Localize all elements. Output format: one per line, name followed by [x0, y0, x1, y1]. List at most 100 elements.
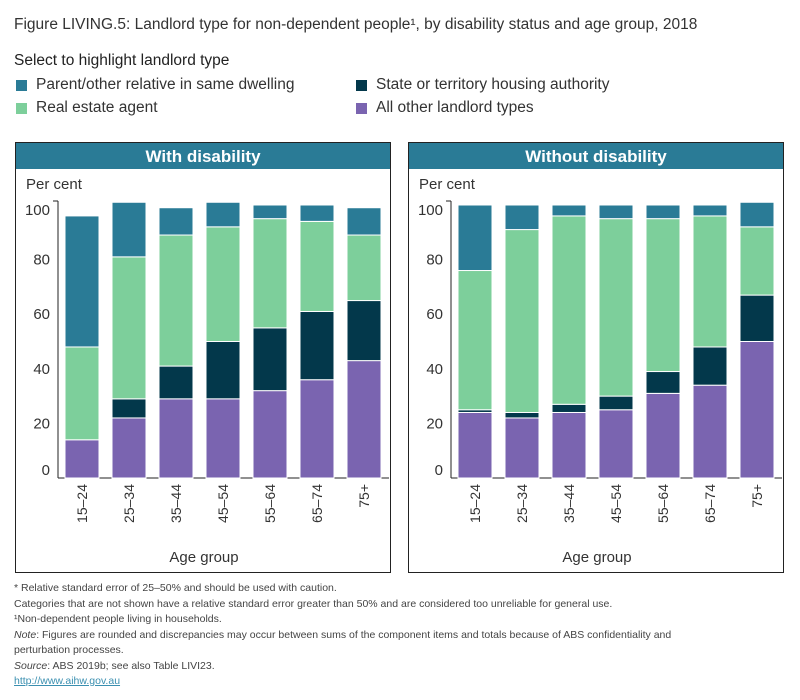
- bar-segment[interactable]: [739, 294, 775, 342]
- bar-segment[interactable]: [598, 204, 634, 220]
- bar-segment[interactable]: [739, 341, 775, 479]
- x-tick-label: 25–34: [121, 484, 137, 523]
- bar-segment[interactable]: [252, 390, 288, 479]
- figure-title: Figure LIVING.5: Landlord type for non-d…: [14, 16, 698, 33]
- y-tick-label: 20: [33, 415, 50, 432]
- x-tick-label: 75+: [356, 484, 372, 508]
- note-label: Note: [14, 629, 37, 641]
- legend-item-state-housing[interactable]: State or territory housing authority: [356, 76, 609, 94]
- bar-segment[interactable]: [457, 270, 493, 411]
- bar-segment[interactable]: [645, 392, 681, 479]
- footnote-categories: Categories that are not shown have a rel…: [14, 598, 613, 610]
- bar-segment[interactable]: [692, 346, 728, 386]
- legend-swatch: [16, 102, 27, 114]
- footnote-note-cont: perturbation processes.: [14, 644, 124, 656]
- y-tick-label: 0: [435, 462, 443, 479]
- bar-segment[interactable]: [551, 411, 587, 479]
- bar-segment[interactable]: [346, 207, 382, 236]
- legend-label: All other landlord types: [376, 99, 534, 116]
- bar-segment[interactable]: [158, 207, 194, 236]
- source-label: Source: [14, 660, 48, 672]
- bar-segment[interactable]: [598, 409, 634, 479]
- bar-segment[interactable]: [158, 398, 194, 479]
- bar-segment[interactable]: [111, 201, 147, 258]
- y-tick-label: 60: [426, 306, 443, 323]
- bar-segment[interactable]: [598, 395, 634, 411]
- legend-label: State or territory housing authority: [376, 76, 610, 93]
- y-tick-label: 40: [426, 361, 443, 378]
- x-tick-label: 15–24: [74, 484, 90, 523]
- legend-item-other-landlord[interactable]: All other landlord types: [356, 99, 534, 117]
- footnote-link-wrap: http://www.aihw.gov.au: [14, 675, 120, 688]
- bar-segment[interactable]: [299, 310, 335, 381]
- bar-segment[interactable]: [205, 398, 241, 479]
- y-tick-label: 60: [33, 306, 50, 323]
- bar-segment[interactable]: [158, 234, 194, 367]
- x-tick-label: 55–64: [655, 484, 671, 523]
- bar-segment[interactable]: [205, 226, 241, 342]
- bar-segment[interactable]: [551, 204, 587, 217]
- x-tick-label: 65–74: [702, 484, 718, 523]
- bar-segment[interactable]: [551, 403, 587, 413]
- bar-segment[interactable]: [551, 215, 587, 405]
- y-tick-label: 80: [33, 252, 50, 269]
- bar-segment[interactable]: [739, 201, 775, 228]
- panel-title: With disability: [16, 143, 390, 169]
- legend-title: Select to highlight landlord type: [14, 52, 230, 69]
- bar-segment[interactable]: [457, 204, 493, 272]
- bar-segment[interactable]: [645, 204, 681, 220]
- bar-segment[interactable]: [457, 411, 493, 479]
- y-tick-label: 100: [25, 202, 50, 219]
- aihw-link[interactable]: http://www.aihw.gov.au: [14, 675, 121, 687]
- bar-segment[interactable]: [111, 417, 147, 479]
- x-tick-label: 35–44: [561, 484, 577, 523]
- bar-segment[interactable]: [346, 360, 382, 479]
- bar-segment[interactable]: [692, 204, 728, 217]
- bar-segment[interactable]: [504, 229, 540, 413]
- bar-segment[interactable]: [64, 215, 100, 348]
- bar-segment[interactable]: [645, 218, 681, 373]
- source-text: : ABS 2019b; see also Table LIVI23.: [47, 660, 215, 672]
- legend-swatch: [16, 79, 27, 91]
- bar-segment[interactable]: [346, 300, 382, 362]
- x-axis-label: Age group: [169, 549, 238, 566]
- bar-segment[interactable]: [645, 371, 681, 394]
- bar-segment[interactable]: [252, 204, 288, 220]
- bar-segment[interactable]: [504, 204, 540, 231]
- legend-swatch: [356, 79, 367, 91]
- chart-with-disability: Per cent 0 20 40 60 80 100 15–24 25–34 35–44 45–54…: [25, 176, 389, 566]
- bar-segment[interactable]: [111, 256, 147, 400]
- bar-segment[interactable]: [64, 346, 100, 441]
- bar-segment[interactable]: [299, 220, 335, 312]
- bar-segment[interactable]: [158, 365, 194, 400]
- bar-segment[interactable]: [64, 439, 100, 479]
- bar-segment[interactable]: [205, 341, 241, 400]
- bar-segment[interactable]: [598, 218, 634, 397]
- x-tick-label: 35–44: [168, 484, 184, 523]
- bar-segment[interactable]: [252, 327, 288, 392]
- bar-segment[interactable]: [252, 218, 288, 329]
- legend-item-parent-relative[interactable]: Parent/other relative in same dwelling: [16, 76, 294, 94]
- legend-label: Real estate agent: [36, 99, 158, 116]
- bar-segment[interactable]: [111, 398, 147, 419]
- x-tick-label: 45–54: [215, 484, 231, 523]
- y-tick-label: 20: [426, 415, 443, 432]
- panel-with-disability: With disability Per cent 0 20 40 60 80 100 15–2…: [15, 142, 391, 573]
- bar-segment[interactable]: [504, 417, 540, 479]
- bar-segment[interactable]: [299, 204, 335, 222]
- bar-segment[interactable]: [692, 384, 728, 479]
- x-tick-label: 15–24: [467, 484, 483, 523]
- bar-segment[interactable]: [205, 201, 241, 228]
- legend-label: Parent/other relative in same dwelling: [36, 76, 295, 93]
- panel-without-disability: Without disability Per cent 0 20 40 60 80 100 1…: [408, 142, 784, 573]
- bar-segment[interactable]: [739, 226, 775, 296]
- x-axis-label: Age group: [562, 549, 631, 566]
- footnote-rse: * Relative standard error of 25–50% and …: [14, 582, 337, 594]
- bar-segment[interactable]: [692, 215, 728, 348]
- legend-item-real-estate-agent[interactable]: Real estate agent: [16, 99, 158, 117]
- note-text: : Figures are rounded and discrepancies …: [36, 629, 672, 641]
- bar-segment[interactable]: [504, 411, 540, 419]
- legend-swatch: [356, 102, 367, 114]
- bar-segment[interactable]: [346, 234, 382, 302]
- bar-segment[interactable]: [299, 379, 335, 479]
